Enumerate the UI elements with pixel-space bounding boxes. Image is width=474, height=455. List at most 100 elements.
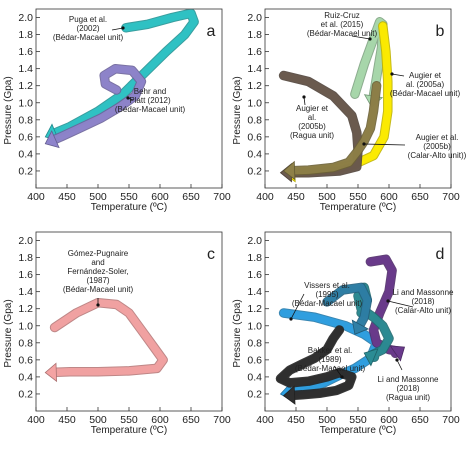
y-tick-label: 0.4 bbox=[18, 371, 33, 383]
y-tick-label: 1.8 bbox=[18, 252, 33, 264]
y-tick-label: 1.4 bbox=[247, 286, 262, 298]
annotation-leader-tip bbox=[340, 375, 344, 379]
annotation-leader-tip bbox=[390, 72, 394, 76]
y-tick-label: 0.4 bbox=[247, 371, 262, 383]
annotation-line: (Calar-Alto unit) bbox=[395, 306, 451, 315]
annotation-line: Vissers et al. bbox=[304, 281, 350, 290]
series-layer bbox=[275, 254, 406, 405]
panel-letter: b bbox=[436, 23, 445, 40]
annotation-line: (Bédar-Macael unit) bbox=[295, 364, 366, 373]
x-tick-label: 700 bbox=[442, 191, 460, 203]
pt-path-series bbox=[290, 81, 381, 175]
panel-letter: c bbox=[207, 246, 215, 263]
annotation-leader-tip bbox=[302, 95, 306, 99]
annotation-line: Li and Massonne bbox=[393, 288, 454, 297]
pt-path-series bbox=[279, 309, 381, 397]
panel-letter: a bbox=[207, 23, 216, 40]
y-tick-label: 1.6 bbox=[247, 269, 262, 281]
x-tick-label: 550 bbox=[120, 414, 138, 426]
x-axis-label: Temperature (ºC) bbox=[91, 202, 167, 213]
x-tick-label: 400 bbox=[256, 414, 274, 426]
y-tick-label: 0.6 bbox=[247, 354, 262, 366]
panel-letter: d bbox=[436, 246, 445, 263]
series-layer bbox=[278, 17, 393, 183]
pt-path-arrowhead bbox=[44, 130, 60, 149]
x-tick-label: 700 bbox=[442, 414, 460, 426]
pt-path-series bbox=[50, 298, 167, 377]
annotation-line: (Bédar-Macael unit) bbox=[292, 299, 363, 308]
annotation-leader-tip bbox=[289, 317, 293, 321]
x-tick-label: 500 bbox=[318, 191, 336, 203]
x-tick-label: 650 bbox=[182, 414, 200, 426]
x-tick-label: 650 bbox=[411, 191, 429, 203]
x-tick-label: 600 bbox=[380, 414, 398, 426]
y-tick-label: 1.2 bbox=[18, 80, 33, 92]
y-tick-label: 0.2 bbox=[18, 165, 33, 177]
y-tick-label: 2.0 bbox=[247, 12, 262, 24]
annotation-line: Bakker et al. bbox=[308, 346, 352, 355]
y-tick-label: 1.6 bbox=[247, 46, 262, 58]
annotation-leader bbox=[387, 300, 414, 308]
x-tick-label: 450 bbox=[287, 191, 305, 203]
y-tick-label: 0.8 bbox=[18, 337, 33, 349]
annotation: Augier et al.(2005b)(Calar-Alto unit)) bbox=[362, 133, 467, 160]
y-tick-label: 1.0 bbox=[18, 97, 33, 109]
y-tick-label: 1.2 bbox=[18, 303, 33, 315]
y-tick-label: 1.4 bbox=[18, 286, 33, 298]
annotation-line: (2005b) bbox=[298, 122, 326, 131]
y-tick-label: 1.6 bbox=[18, 269, 33, 281]
pt-path-arrowhead bbox=[282, 385, 296, 405]
pt-path-arrowhead bbox=[44, 362, 58, 383]
pt-path-series bbox=[323, 283, 372, 329]
annotation: Vissers et al.(1995)(Bédar-Macael unit) bbox=[289, 281, 362, 321]
x-tick-label: 450 bbox=[58, 191, 76, 203]
annotation-line: (Bédar-Macael unit) bbox=[390, 89, 461, 98]
annotation-line: Augier et al. bbox=[416, 133, 459, 142]
annotation-line: al. bbox=[308, 113, 316, 122]
pt-path-series bbox=[51, 64, 146, 143]
y-axis-label: Pressure (Gpa) bbox=[232, 76, 243, 144]
annotation-leader bbox=[391, 73, 405, 77]
y-tick-label: 2.0 bbox=[18, 235, 33, 247]
y-tick-label: 1.4 bbox=[18, 63, 33, 75]
x-tick-label: 500 bbox=[89, 414, 107, 426]
y-tick-label: 1.4 bbox=[247, 63, 262, 75]
series-layer bbox=[44, 9, 199, 149]
y-tick-label: 0.2 bbox=[247, 388, 262, 400]
y-tick-label: 0.8 bbox=[247, 337, 262, 349]
annotation-line: (Calar-Alto unit)) bbox=[408, 151, 467, 160]
annotation-line: and bbox=[91, 258, 104, 267]
y-tick-label: 0.8 bbox=[18, 114, 33, 126]
x-tick-label: 400 bbox=[256, 191, 274, 203]
annotation-leader-tip bbox=[395, 358, 399, 362]
annotation-line: (2002) bbox=[76, 24, 99, 33]
annotation-line: (Ragua unit) bbox=[386, 393, 430, 402]
y-tick-label: 2.0 bbox=[247, 235, 262, 247]
annotation-line: (1987) bbox=[86, 276, 109, 285]
y-tick-label: 1.8 bbox=[18, 29, 33, 41]
annotation-line: (Ragua unit) bbox=[290, 131, 334, 140]
annotation-leader bbox=[111, 27, 124, 31]
x-tick-label: 700 bbox=[213, 414, 231, 426]
pt-path-series bbox=[276, 326, 356, 399]
y-axis-label: Pressure (Gpa) bbox=[232, 299, 243, 367]
y-tick-label: 1.6 bbox=[18, 46, 33, 58]
annotation: Li and Massonne(2018)(Calar-Alto unit) bbox=[386, 288, 454, 315]
annotation-leader bbox=[333, 365, 343, 378]
x-tick-label: 700 bbox=[213, 191, 231, 203]
annotation: Puga et al.(2002)(Bédar-Macael unit) bbox=[53, 15, 125, 42]
x-tick-label: 450 bbox=[287, 414, 305, 426]
y-tick-label: 1.0 bbox=[247, 320, 262, 332]
annotation-line: (1989) bbox=[318, 355, 341, 364]
panel-a: 400 450 500 550 600 650 700 0.2 0.4 0.6 0.8 1.0 1.2 1… bbox=[3, 8, 231, 213]
y-tick-label: 0.2 bbox=[18, 388, 33, 400]
y-axis-label: Pressure (Gpa) bbox=[3, 299, 14, 367]
annotation: Gómez-PugnaireandFernández-Soler,(1987)(… bbox=[63, 249, 133, 307]
pt-path-arrowhead bbox=[282, 160, 296, 181]
y-tick-label: 1.8 bbox=[247, 29, 262, 41]
panel-c: 400 450 500 550 600 650 700 0.2 0.4 0.6 0.8 1.0 1.2 1… bbox=[3, 231, 231, 436]
annotation-line: Li and Massonne bbox=[378, 375, 439, 384]
